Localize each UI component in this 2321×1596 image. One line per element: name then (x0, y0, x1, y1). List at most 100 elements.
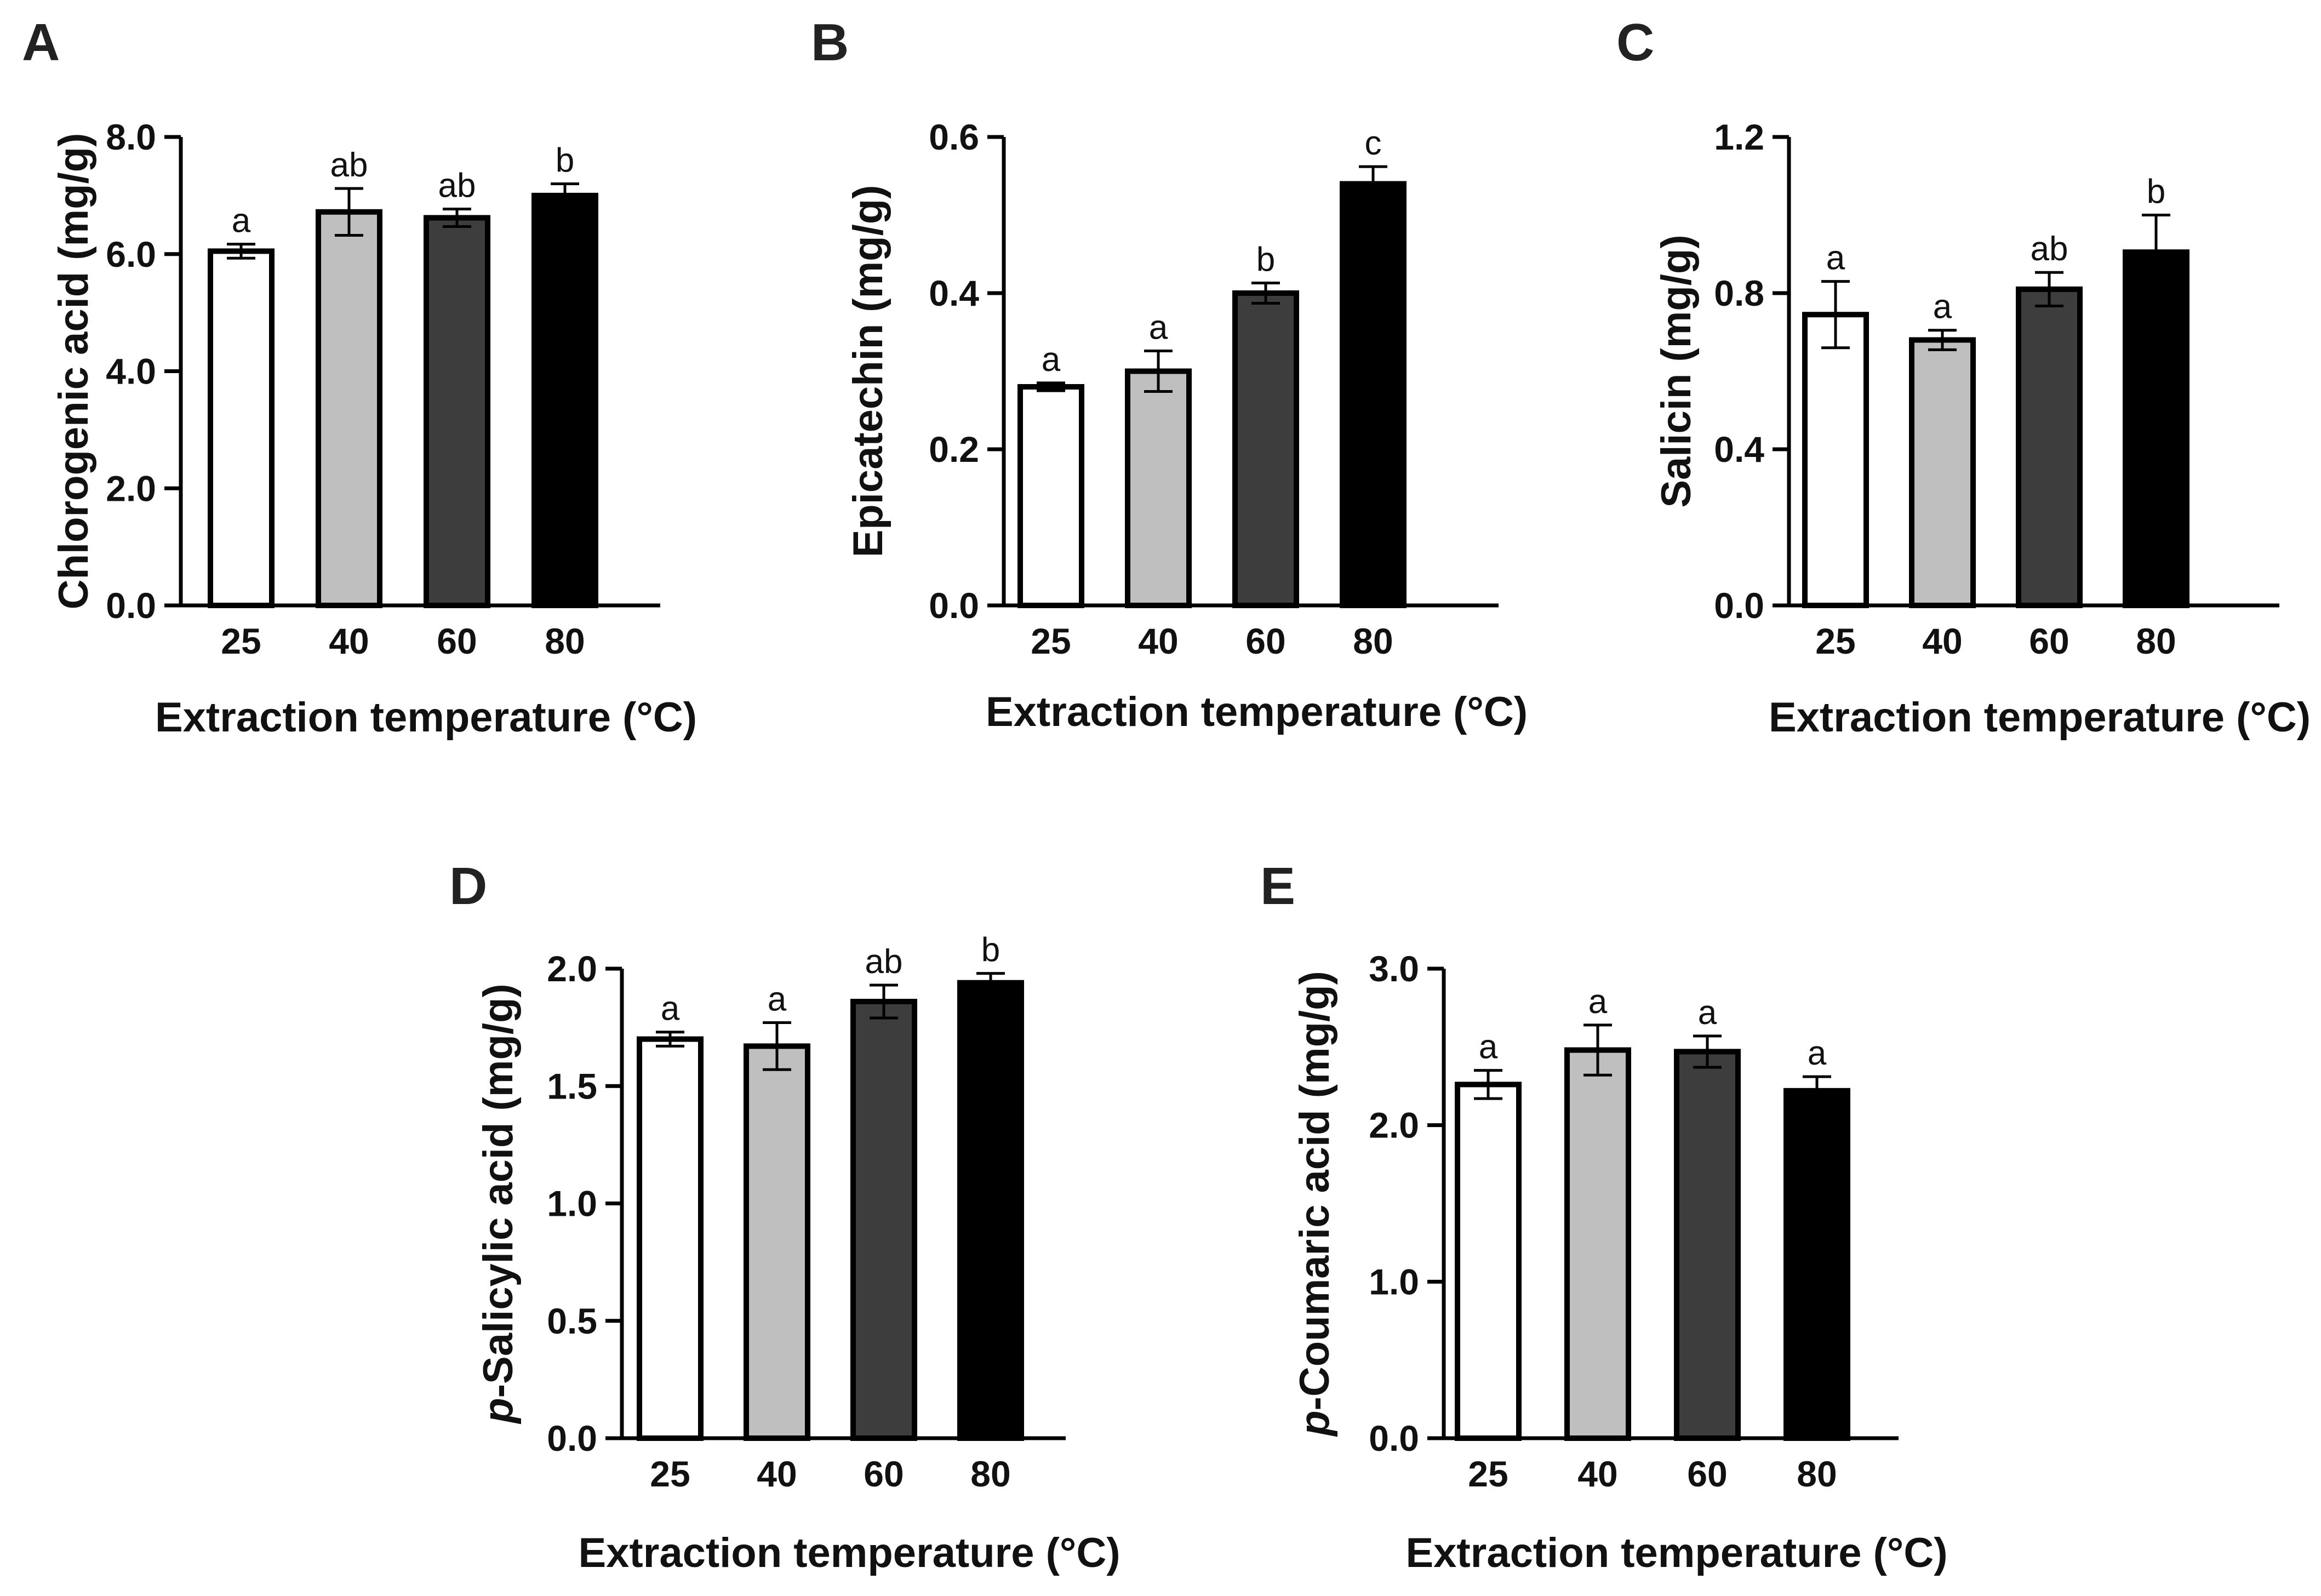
y-tick-label: 3.0 (1369, 948, 1419, 989)
significance-label: c (1365, 124, 1382, 162)
y-tick-label: 1.5 (547, 1066, 597, 1106)
significance-label: a (1479, 1028, 1498, 1066)
bar (1783, 1088, 1850, 1441)
chart-panel-d: D 0.0 0.5 1.0 1.5 2.0 a 25 a 40 ab 60 b 80 Extraction … (449, 857, 1121, 1576)
bar (1909, 337, 1976, 608)
x-tick-label: 40 (1138, 621, 1178, 661)
x-tick-label: 25 (650, 1454, 690, 1494)
y-tick-label: 0.5 (547, 1301, 597, 1341)
panel-letter: B (811, 13, 849, 72)
bar (2123, 249, 2189, 608)
significance-label: a (1933, 288, 1952, 326)
y-axis-title: Salicin (mg/g) (1653, 234, 1700, 507)
bar (850, 998, 917, 1441)
y-tick-label: 1.0 (1369, 1261, 1419, 1302)
bar (1674, 1049, 1741, 1441)
y-tick-label: 0.0 (1369, 1418, 1419, 1458)
y-axis-title-text: -Salicylic acid (mg/g) (475, 983, 522, 1398)
x-tick-label: 60 (864, 1454, 904, 1494)
y-axis-title-text: Chlorogenic acid (mg/g) (50, 133, 97, 610)
bar (1017, 384, 1084, 608)
x-tick-label: 80 (970, 1454, 1010, 1494)
y-tick-label: 0.6 (929, 117, 979, 157)
x-tick-label: 80 (545, 621, 585, 661)
x-tick-label: 25 (1815, 621, 1855, 661)
x-tick-label: 40 (329, 621, 369, 661)
significance-label: a (1826, 239, 1845, 277)
y-axis-title-text: Salicin (mg/g) (1653, 234, 1700, 507)
y-tick-label: 0.0 (547, 1418, 597, 1458)
x-tick-label: 80 (1353, 621, 1393, 661)
y-axis-title-italic-prefix: p (1291, 1410, 1338, 1437)
y-tick-label: 2.0 (547, 948, 597, 989)
y-axis-title: Epicatechin (mg/g) (845, 185, 891, 558)
y-axis-title: p-Salicylic acid (mg/g) (475, 983, 522, 1424)
bar (2016, 286, 2083, 608)
x-tick-label: 80 (2136, 621, 2176, 661)
chart-panel-e: E 0.0 1.0 2.0 3.0 a 25 a 40 a 60 a 80 Extraction temp… (1260, 857, 1948, 1576)
significance-label: b (981, 931, 1000, 969)
significance-label: a (1588, 983, 1608, 1021)
x-tick-label: 80 (1797, 1454, 1837, 1494)
significance-label: a (1042, 341, 1061, 379)
y-axis-title-text: -Coumaric acid (mg/g) (1291, 971, 1338, 1410)
x-axis-title: Extraction temperature (°C) (1405, 1530, 1947, 1576)
significance-label: a (1808, 1034, 1827, 1072)
bar (1340, 181, 1407, 608)
significance-label: b (556, 142, 574, 180)
x-axis-title: Extraction temperature (°C) (578, 1530, 1120, 1576)
bar (316, 209, 382, 608)
significance-label: a (232, 202, 251, 240)
y-axis-title-text: Epicatechin (mg/g) (845, 185, 891, 558)
significance-label: b (1256, 241, 1275, 278)
bar (637, 1036, 704, 1441)
y-tick-label: 2.0 (1369, 1105, 1419, 1146)
x-tick-label: 25 (1031, 621, 1071, 661)
y-tick-label: 1.2 (1714, 117, 1764, 157)
y-tick-label: 2.0 (106, 468, 156, 508)
bar (1455, 1082, 1522, 1441)
x-tick-label: 25 (221, 621, 261, 661)
y-tick-label: 0.8 (1714, 273, 1764, 313)
x-axis-title: Extraction temperature (°C) (986, 689, 1528, 735)
significance-label: a (1698, 994, 1717, 1032)
y-tick-label: 0.4 (1714, 429, 1764, 470)
x-axis-title: Extraction temperature (°C) (1769, 694, 2311, 741)
y-tick-label: 1.0 (547, 1183, 597, 1224)
y-tick-label: 0.0 (106, 585, 156, 626)
significance-label: a (661, 990, 680, 1028)
y-tick-label: 8.0 (106, 117, 156, 157)
x-tick-label: 60 (2029, 621, 2069, 661)
bar (208, 248, 275, 608)
significance-label: b (2147, 173, 2165, 211)
x-tick-label: 60 (1687, 1454, 1727, 1494)
y-axis-title: Chlorogenic acid (mg/g) (50, 133, 97, 610)
panel-letter: D (449, 857, 487, 916)
y-tick-label: 0.0 (1714, 585, 1764, 626)
y-axis-title-italic-prefix: p (475, 1398, 522, 1424)
significance-label: ab (865, 943, 903, 981)
x-tick-label: 40 (1922, 621, 1962, 661)
bar (1802, 312, 1869, 608)
significance-label: ab (2031, 230, 2068, 268)
y-tick-label: 4.0 (106, 351, 156, 392)
y-tick-label: 0.4 (929, 273, 979, 313)
x-axis-title: Extraction temperature (°C) (155, 694, 697, 741)
bar (424, 215, 490, 608)
chart-panel-c: C 0.0 0.4 0.8 1.2 a 25 a 40 ab 60 b 80 Extraction tem… (1616, 13, 2311, 741)
panel-letter: C (1616, 13, 1654, 72)
x-tick-label: 60 (437, 621, 477, 661)
panel-letter: A (22, 13, 60, 72)
bar (744, 1043, 810, 1441)
y-tick-label: 6.0 (106, 234, 156, 274)
bar (1125, 368, 1192, 608)
significance-label: a (768, 981, 787, 1019)
bar (957, 980, 1024, 1441)
bar (1232, 290, 1299, 608)
x-tick-label: 60 (1245, 621, 1285, 661)
bar (531, 192, 598, 608)
y-axis-title: p-Coumaric acid (mg/g) (1291, 971, 1338, 1437)
significance-label: ab (438, 167, 476, 204)
y-tick-label: 0.0 (929, 585, 979, 626)
significance-label: a (1149, 308, 1168, 346)
